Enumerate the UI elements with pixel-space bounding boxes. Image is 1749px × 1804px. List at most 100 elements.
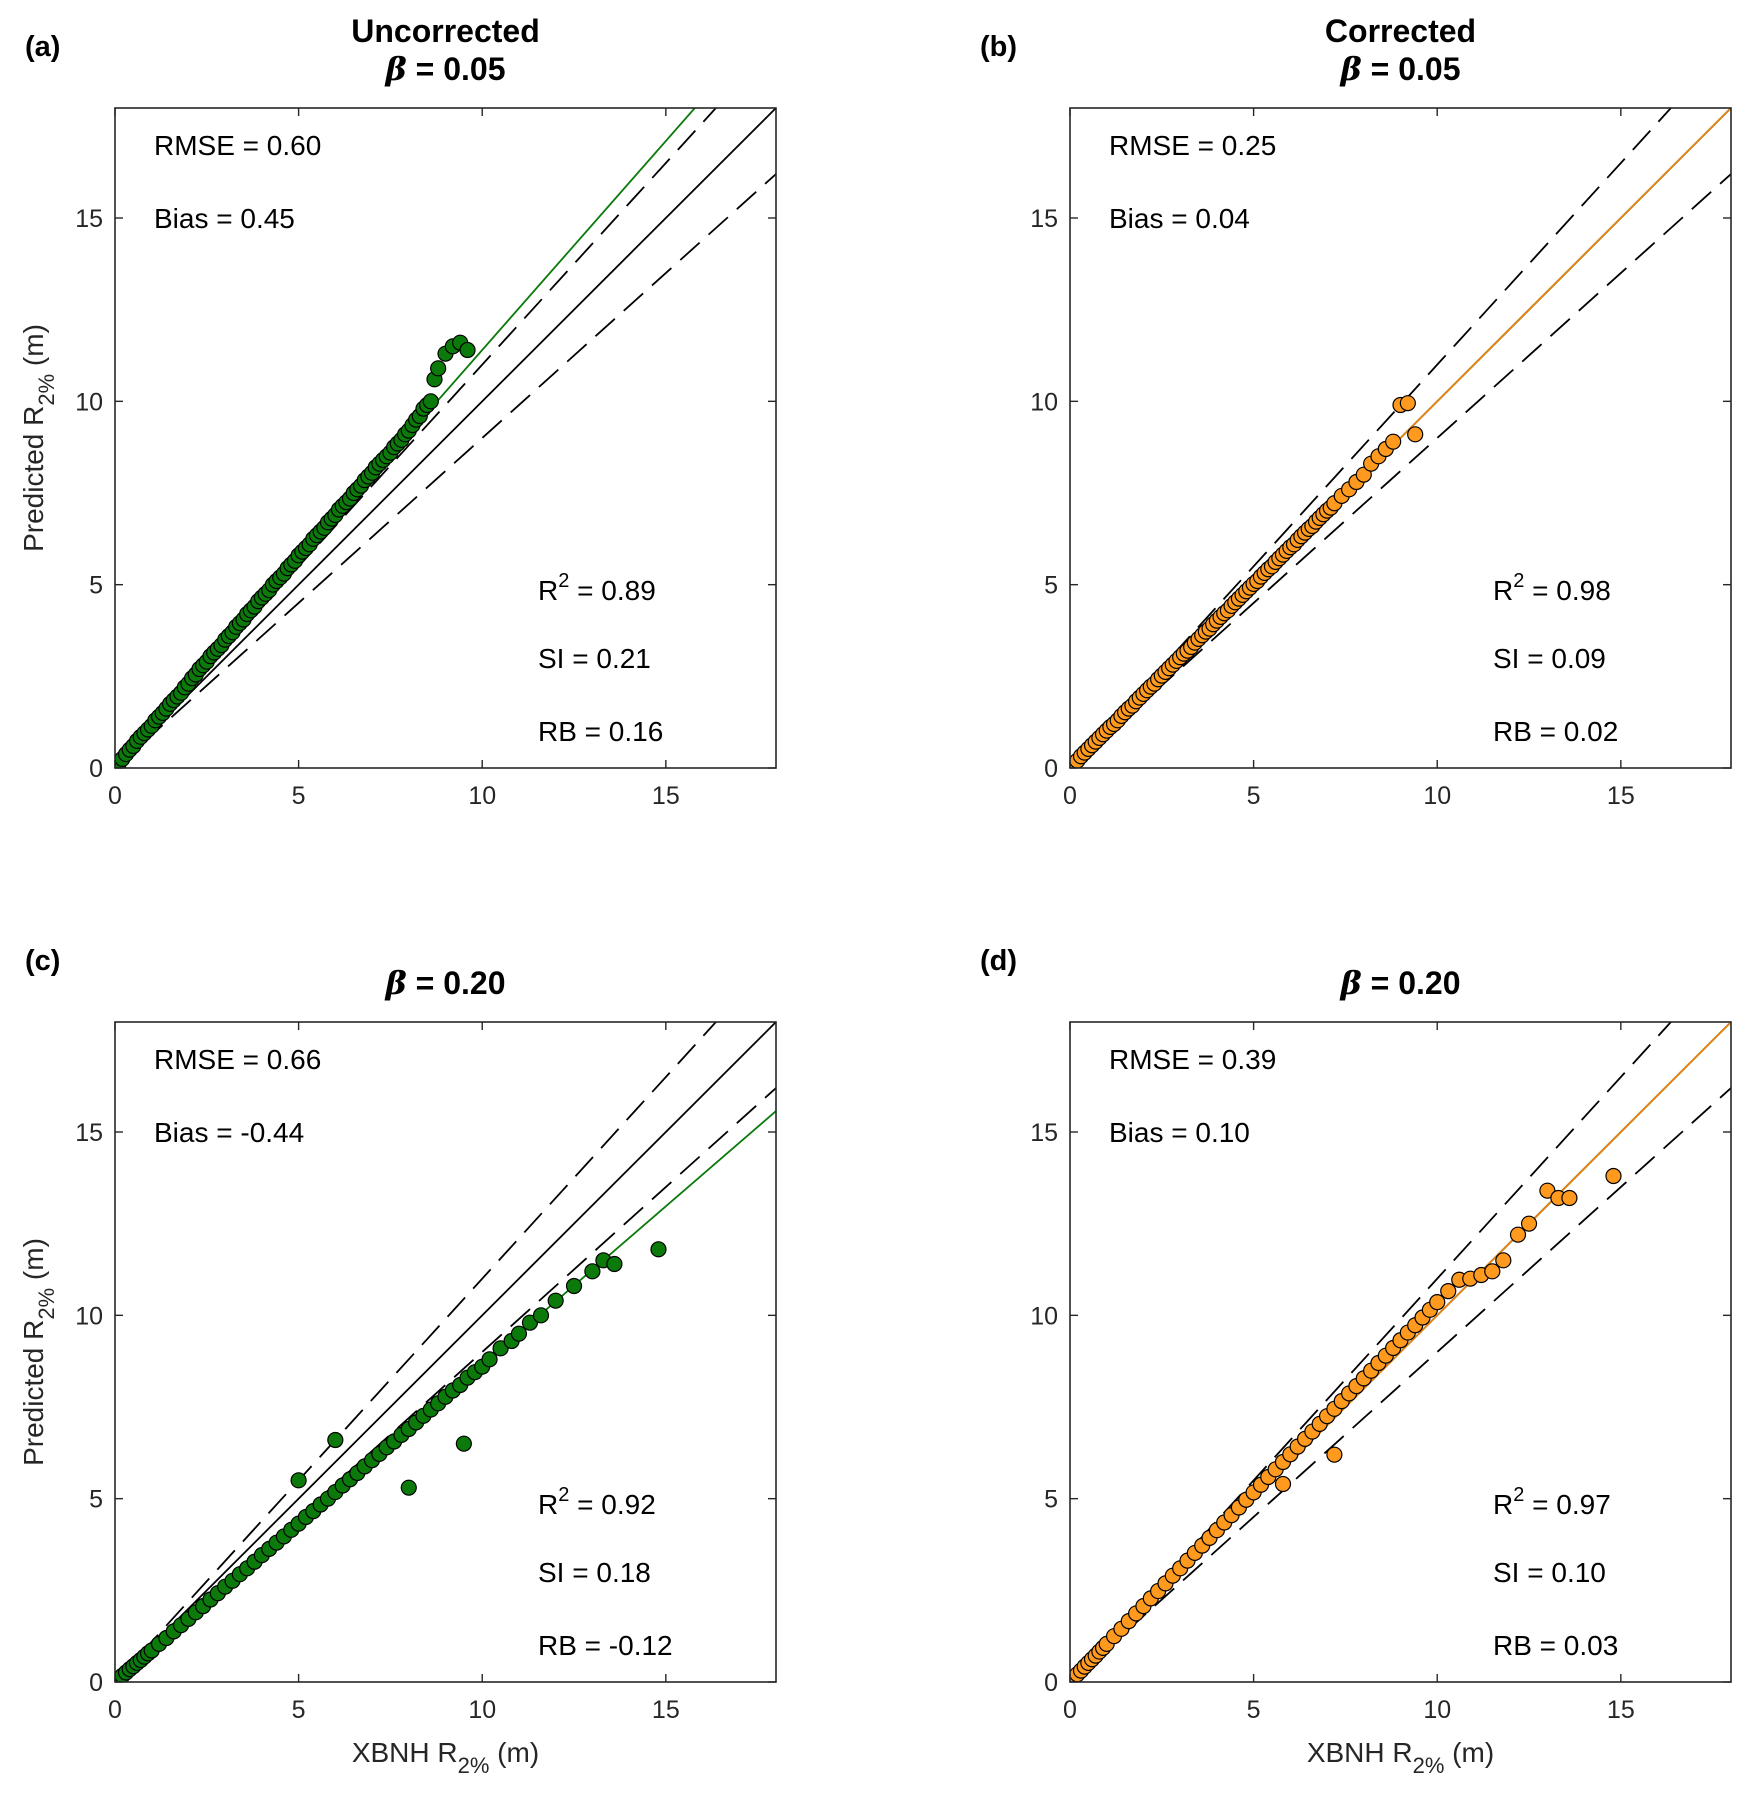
data-point — [492, 1340, 509, 1357]
lower-10pct-line — [115, 1087, 776, 1682]
y-tick-label: 15 — [1030, 1119, 1058, 1147]
r2-superscript: 2 — [1513, 570, 1524, 592]
si-stat: SI = 0.18 — [538, 1557, 651, 1588]
axes-box — [1069, 107, 1732, 769]
y-tick-label: 5 — [1044, 572, 1058, 600]
x-tick-label: 15 — [1607, 782, 1635, 810]
x-axis-label-main: XBNH R — [352, 1737, 458, 1768]
y-tick-label: 5 — [1044, 1486, 1058, 1514]
rmse-stat: RMSE = 0.25 — [1109, 130, 1276, 161]
y-tick-label: 0 — [1044, 1669, 1058, 1697]
data-point — [1605, 1167, 1622, 1185]
bias-stat: Bias = 0.45 — [154, 203, 295, 234]
rb-stat: RB = 0.03 — [1493, 1630, 1618, 1661]
y-axis-label-unit: (m) — [18, 1238, 49, 1288]
data-point — [1385, 433, 1402, 450]
data-point — [1509, 1226, 1527, 1243]
x-tick-label: 10 — [1423, 782, 1451, 810]
r2-value: = 0.98 — [1524, 575, 1610, 606]
beta-value: = 0.20 — [407, 965, 506, 1001]
x-tick-label: 5 — [1247, 782, 1261, 810]
y-axis-label-main: Predicted R — [18, 1320, 49, 1466]
x-tick-label: 10 — [1423, 1696, 1451, 1724]
y-axis-label: Predicted R2% (m) — [18, 1238, 59, 1466]
r2-stat: R2 = 0.97 — [1493, 1484, 1611, 1520]
r2-value: = 0.97 — [1524, 1489, 1610, 1520]
lower-10pct-line — [1070, 1087, 1731, 1682]
data-points — [115, 1241, 667, 1682]
lower-10pct-line — [1070, 173, 1731, 768]
x-axis-label: XBNH R2% (m) — [352, 1737, 539, 1778]
rmse-stat: RMSE = 0.66 — [154, 1044, 321, 1075]
bias-stat: Bias = 0.10 — [1109, 1117, 1250, 1148]
x-tick-label: 5 — [292, 782, 306, 810]
rb-stat: RB = 0.16 — [538, 716, 663, 747]
r2-prefix: R — [538, 575, 558, 606]
x-axis-label-main: XBNH R — [1307, 1737, 1413, 1768]
data-point — [1274, 1475, 1292, 1493]
axes-box — [114, 107, 777, 769]
axes-box — [1069, 1021, 1732, 1683]
bias-stat: Bias = -0.44 — [154, 1117, 304, 1148]
y-tick-label: 15 — [75, 205, 103, 233]
rmse-stat: RMSE = 0.39 — [1109, 1044, 1276, 1075]
beta-symbol: β — [1340, 964, 1362, 1002]
data-point — [1484, 1263, 1501, 1280]
data-point — [1520, 1215, 1538, 1232]
data-point — [400, 1479, 417, 1496]
r2-stat: R2 = 0.92 — [538, 1484, 656, 1520]
x-tick-label: 0 — [1063, 782, 1077, 810]
data-point — [584, 1263, 601, 1280]
x-tick-label: 15 — [1607, 1696, 1635, 1724]
beta-symbol: β — [385, 964, 407, 1002]
data-point — [1561, 1189, 1578, 1207]
x-tick-label: 15 — [652, 1696, 680, 1724]
data-point — [430, 360, 447, 377]
data-point — [1440, 1283, 1457, 1300]
y-tick-label: 15 — [1030, 205, 1058, 233]
data-point — [606, 1255, 623, 1273]
data-point — [1429, 1294, 1446, 1311]
panel-letter: (d) — [980, 945, 1017, 977]
data-points — [1070, 1167, 1622, 1682]
y-tick-label: 5 — [89, 572, 103, 600]
data-point — [565, 1277, 583, 1295]
beta-value: = 0.05 — [1362, 51, 1461, 87]
x-axis-label-sub: 2% — [458, 1753, 490, 1778]
data-point — [1399, 395, 1416, 412]
data-points — [115, 334, 476, 768]
upper-10pct-line — [115, 1022, 718, 1682]
panel-title: Uncorrected — [351, 13, 540, 49]
x-tick-label: 0 — [108, 1696, 122, 1724]
y-tick-label: 10 — [1030, 1302, 1058, 1330]
data-point — [327, 1431, 344, 1449]
axes-box — [114, 1021, 777, 1683]
y-tick-label: 0 — [89, 755, 103, 783]
data-point — [510, 1325, 528, 1342]
si-stat: SI = 0.09 — [1493, 643, 1606, 674]
data-point — [650, 1241, 667, 1258]
y-tick-label: 0 — [1044, 755, 1058, 783]
panel-subtitle: β = 0.20 — [385, 964, 506, 1002]
x-tick-label: 0 — [108, 782, 122, 810]
y-tick-label: 10 — [1030, 388, 1058, 416]
data-point — [1326, 1446, 1343, 1463]
panel-title: Corrected — [1325, 13, 1476, 49]
data-points — [1070, 395, 1424, 768]
panel-subtitle: β = 0.05 — [385, 50, 506, 88]
y-tick-label: 5 — [89, 1486, 103, 1514]
data-point — [459, 341, 476, 359]
r2-value: = 0.89 — [569, 575, 655, 606]
one-to-one-line — [115, 108, 776, 768]
data-point — [1495, 1252, 1512, 1269]
x-tick-label: 15 — [652, 782, 680, 810]
x-tick-label: 10 — [468, 782, 496, 810]
data-point — [1407, 426, 1424, 443]
panel-d: 0 5 10 15 0 5 10 15 (d) β = 0.20 RMSE = 0.39 Bias =… — [980, 945, 1732, 1778]
data-point — [481, 1351, 498, 1368]
data-point — [532, 1307, 550, 1324]
x-tick-label: 0 — [1063, 1696, 1077, 1724]
